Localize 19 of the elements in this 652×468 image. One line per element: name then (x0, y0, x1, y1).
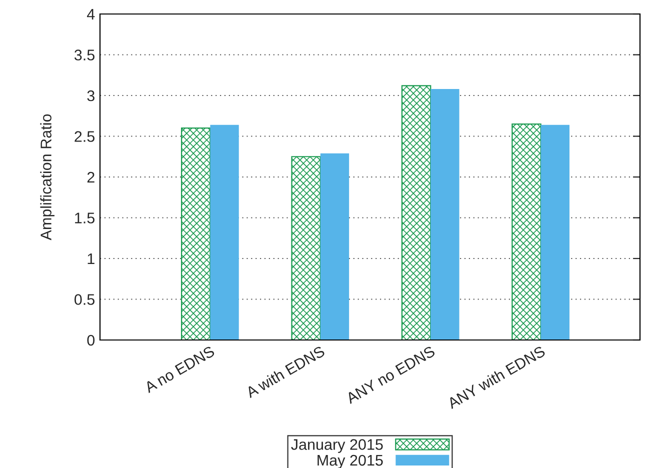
y-tick-label: 1 (88, 254, 94, 264)
y-tick-label: 0 (87, 334, 95, 346)
y-tick-label: 3.5 (74, 50, 94, 60)
bar (430, 88, 460, 340)
bar (320, 153, 350, 340)
y-tick-label: 2 (87, 172, 94, 183)
bar (401, 85, 432, 340)
bar (540, 124, 570, 340)
y-tick-label: 1.5 (75, 212, 94, 224)
y-tick-label: 2.5 (74, 131, 94, 142)
y-axis-title: Amplification Ratio (40, 114, 54, 240)
bar (291, 156, 321, 340)
y-tick-label: 3 (87, 90, 94, 102)
bar (180, 128, 211, 340)
bar (512, 123, 542, 340)
y-tick-label: 0.5 (74, 294, 94, 305)
y-tick-label: 4 (86, 9, 95, 20)
bar (210, 124, 239, 340)
legend-label: January 2015 (291, 439, 383, 453)
